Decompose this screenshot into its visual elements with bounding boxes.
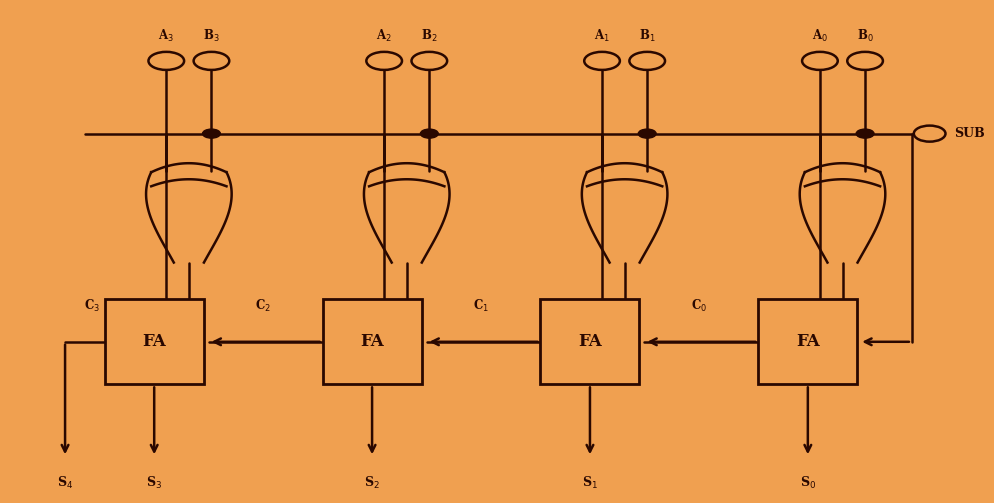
Text: B$_0$: B$_0$	[857, 28, 874, 44]
Text: B$_3$: B$_3$	[203, 28, 220, 44]
Text: C$_1$: C$_1$	[473, 298, 489, 314]
Circle shape	[847, 52, 883, 70]
Circle shape	[367, 52, 402, 70]
Bar	[758, 299, 858, 384]
Text: A$_2$: A$_2$	[377, 28, 392, 44]
Text: C$_2$: C$_2$	[255, 298, 271, 314]
Text: S$_0$: S$_0$	[800, 475, 816, 491]
Circle shape	[802, 52, 838, 70]
Text: S$_4$: S$_4$	[57, 475, 74, 491]
Text: S$_3$: S$_3$	[146, 475, 162, 491]
Circle shape	[629, 52, 665, 70]
Text: S$_1$: S$_1$	[582, 475, 598, 491]
Circle shape	[148, 52, 184, 70]
Text: FA: FA	[796, 333, 820, 350]
Circle shape	[913, 126, 945, 142]
Text: A$_3$: A$_3$	[158, 28, 174, 44]
Circle shape	[420, 129, 438, 138]
Bar	[541, 299, 639, 384]
Circle shape	[203, 129, 221, 138]
Text: FA: FA	[579, 333, 601, 350]
Text: FA: FA	[360, 333, 384, 350]
Text: A$_0$: A$_0$	[812, 28, 828, 44]
Circle shape	[638, 129, 656, 138]
Circle shape	[412, 52, 447, 70]
Bar	[104, 299, 204, 384]
Text: C$_0$: C$_0$	[691, 298, 707, 314]
Text: C$_3$: C$_3$	[83, 298, 99, 314]
Text: SUB: SUB	[954, 127, 985, 140]
Text: B$_1$: B$_1$	[639, 28, 655, 44]
Text: A$_1$: A$_1$	[594, 28, 610, 44]
Circle shape	[584, 52, 620, 70]
Circle shape	[856, 129, 874, 138]
Text: S$_2$: S$_2$	[364, 475, 380, 491]
Text: FA: FA	[142, 333, 166, 350]
Bar	[323, 299, 421, 384]
Text: B$_2$: B$_2$	[421, 28, 437, 44]
Circle shape	[194, 52, 230, 70]
